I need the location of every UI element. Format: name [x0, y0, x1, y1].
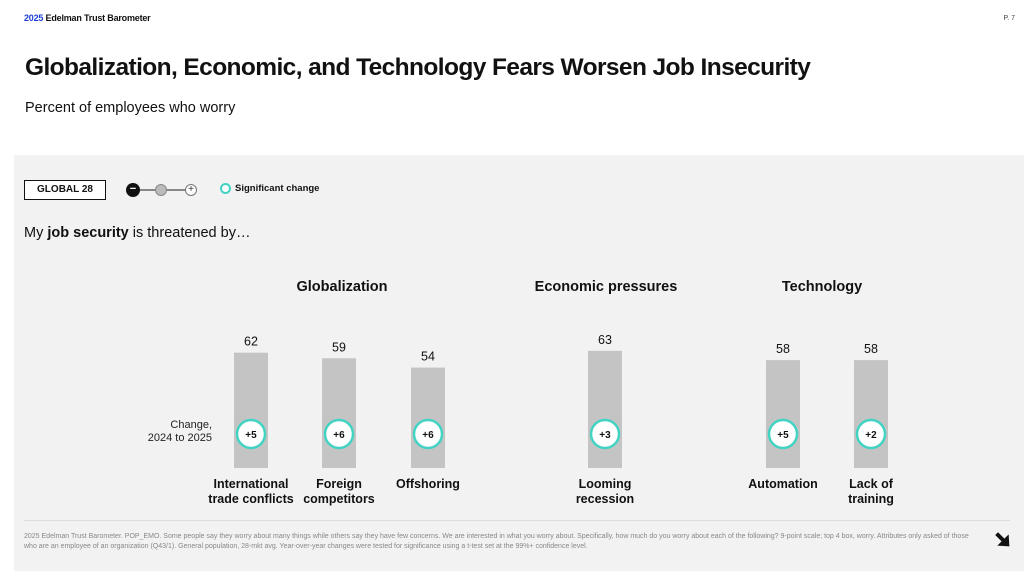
brand-year: 2025	[24, 13, 44, 23]
group-title: Globalization	[296, 279, 387, 295]
change-row-label: Change, 2024 to 2025	[130, 419, 212, 445]
question-text: My job security is threatened by…	[24, 225, 250, 241]
footnote: 2025 Edelman Trust Barometer. POP_EMO. S…	[24, 533, 969, 550]
change-badge	[235, 418, 267, 450]
page-subtitle: Percent of employees who worry	[25, 100, 236, 116]
minus-icon[interactable]: −	[126, 183, 140, 197]
category-label: Automation	[748, 477, 817, 491]
significant-change-legend: Significant change	[220, 183, 319, 197]
brand-name: Edelman Trust Barometer	[45, 13, 151, 23]
category-label: International	[213, 477, 288, 491]
group-title: Economic pressures	[535, 279, 678, 295]
question-bold: job security	[47, 225, 129, 241]
plus-icon[interactable]: +	[185, 184, 197, 196]
neutral-dot-icon	[155, 184, 167, 196]
bar	[234, 352, 268, 468]
change-value-label: +6	[422, 430, 434, 441]
category-label: competitors	[303, 492, 375, 506]
change-badge	[589, 418, 621, 450]
question-prefix: My	[24, 225, 48, 241]
page-number: P. 7	[1003, 15, 1015, 22]
category-label: trade conflicts	[208, 492, 293, 506]
change-value-label: +2	[865, 430, 877, 441]
category-label: training	[848, 492, 894, 506]
question-suffix: is threatened by…	[128, 225, 251, 241]
page-title: Globalization, Economic, and Technology …	[25, 54, 811, 81]
bar-value-label: 54	[421, 350, 435, 364]
bar	[322, 358, 356, 468]
change-badge	[767, 418, 799, 450]
change-value-label: +3	[599, 430, 611, 441]
bar-value-label: 59	[332, 340, 346, 354]
legend-label: Significant change	[235, 183, 320, 194]
change-badge	[323, 418, 355, 450]
change-value-label: +5	[245, 430, 257, 441]
category-label: recession	[576, 492, 634, 506]
bar-value-label: 58	[864, 342, 878, 356]
bar	[588, 350, 622, 468]
change-value-label: +6	[333, 430, 345, 441]
brand-logo: 2025 Edelman Trust Barometer	[24, 13, 151, 23]
bar	[411, 367, 445, 468]
change-label-line1: Change,	[170, 419, 212, 431]
significance-stepper[interactable]: − +	[126, 182, 200, 198]
footer-divider	[24, 520, 1010, 521]
group-title: Technology	[782, 279, 862, 295]
change-badge	[412, 418, 444, 450]
global-28-button[interactable]: GLOBAL 28	[24, 180, 106, 200]
bar-value-label: 62	[244, 335, 258, 349]
teal-ring-icon	[220, 183, 231, 194]
category-label: Foreign	[316, 477, 362, 491]
category-label: Offshoring	[396, 477, 460, 491]
bar-value-label: 63	[598, 333, 612, 347]
category-label: Lack of	[849, 477, 894, 491]
change-value-label: +5	[777, 430, 789, 441]
bar	[766, 360, 800, 468]
bar	[854, 360, 888, 468]
category-label: Looming	[579, 477, 632, 491]
change-label-line2: 2024 to 2025	[147, 432, 212, 444]
next-arrow-icon[interactable]	[992, 529, 1014, 551]
change-badge	[855, 418, 887, 450]
bar-value-label: 58	[776, 342, 790, 356]
